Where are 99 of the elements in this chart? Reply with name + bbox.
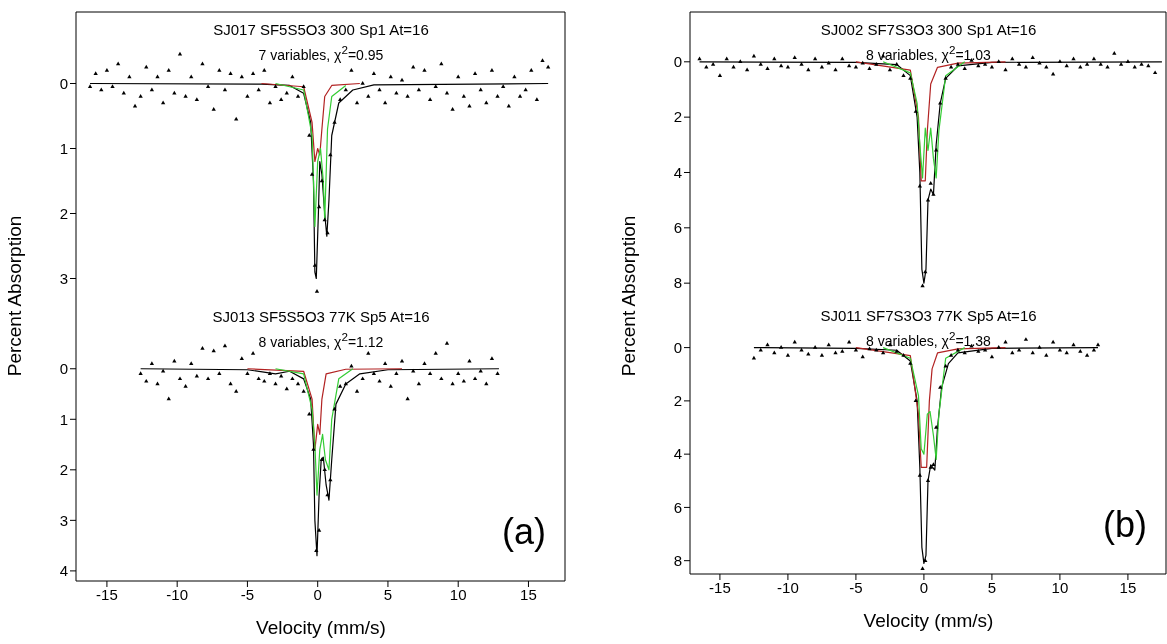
annotation: (b) — [1103, 504, 1147, 546]
line-series — [89, 82, 549, 280]
x-tick-label: -5 — [849, 578, 863, 596]
point — [1095, 342, 1101, 347]
x-tick-label: 0 — [919, 578, 929, 596]
text: 8 variables, χ$^{2}$=1.03 — [865, 42, 992, 65]
y-tick-label: 4 — [59, 562, 68, 580]
x-tick-label: 5 — [383, 585, 393, 603]
point — [1084, 353, 1090, 357]
point — [1071, 342, 1076, 347]
point — [806, 351, 811, 356]
point — [976, 349, 981, 353]
y-tick-label: 2 — [59, 204, 68, 222]
text: SJ002 SF7S3O3 300 Sp1 At=16 — [819, 20, 1038, 40]
x-axis-title: Velocity (mm/s) — [862, 610, 995, 632]
point — [1003, 339, 1008, 344]
point — [1023, 337, 1029, 341]
x-tick-label: -10 — [166, 585, 189, 603]
point — [989, 354, 995, 359]
x-tick-label: -5 — [240, 585, 255, 603]
y-tick-label: 3 — [59, 511, 68, 529]
line-series — [882, 61, 966, 179]
y-tick-label: 0 — [673, 338, 682, 356]
point — [920, 566, 925, 570]
text: SJ011 SF7S3O3 77K Sp5 At=16 — [819, 306, 1038, 326]
point — [880, 350, 886, 355]
point — [812, 345, 818, 349]
point — [923, 558, 928, 562]
point — [948, 353, 954, 357]
point — [955, 347, 961, 352]
y-tick-label: 0 — [59, 360, 68, 378]
point — [799, 347, 804, 352]
point — [833, 350, 838, 355]
y-tick-label: 0 — [59, 74, 68, 92]
y-tick-label: 2 — [673, 392, 682, 410]
point — [1044, 353, 1049, 357]
point — [1037, 345, 1042, 349]
point — [792, 339, 797, 344]
point — [938, 385, 943, 389]
text: 7 variables, χ$^{2}$=0.95 — [257, 42, 385, 65]
point — [1050, 339, 1056, 344]
x-tick-label: 10 — [449, 585, 467, 603]
x-axis-title: Velocity (mm/s) — [255, 617, 387, 639]
x-tick-label: 15 — [1119, 578, 1137, 596]
y-tick-label: 6 — [673, 219, 682, 237]
point — [1016, 347, 1022, 352]
point — [840, 349, 845, 353]
y-tick-label: 2 — [673, 108, 682, 126]
point — [765, 342, 770, 347]
y-tick-label: 4 — [673, 445, 682, 463]
point — [853, 347, 859, 352]
y-tick-label: 0 — [673, 53, 682, 71]
x-tick-label: -10 — [777, 578, 799, 596]
x-tick-label: 5 — [987, 578, 997, 596]
point — [751, 355, 757, 360]
point — [931, 462, 936, 467]
y-tick-label: 4 — [673, 163, 682, 181]
line-series — [855, 61, 1007, 182]
annotation: (a) — [502, 511, 546, 553]
line-series — [140, 368, 500, 557]
y-tick-label: 1 — [59, 410, 68, 428]
x-tick-label: -15 — [96, 585, 118, 603]
point — [982, 347, 988, 352]
point — [758, 347, 763, 352]
point — [874, 347, 879, 352]
x-tick-label: 0 — [313, 585, 322, 603]
point — [917, 472, 922, 477]
line-series — [882, 347, 966, 461]
point — [846, 339, 852, 344]
line-series — [274, 82, 347, 228]
y-tick-label: 3 — [59, 269, 68, 287]
y-tick-label: 8 — [673, 552, 682, 570]
point — [1078, 349, 1083, 353]
y-tick-label: 2 — [59, 461, 68, 479]
text: SJ017 SF5S5O3 300 Sp1 At=16 — [212, 20, 430, 40]
point — [894, 349, 899, 353]
point — [996, 345, 1001, 349]
text: 8 variables, χ$^{2}$=1.38 — [865, 328, 992, 351]
point — [778, 345, 784, 349]
point — [785, 353, 791, 357]
y-axis-title: Percent Absorption — [618, 215, 640, 377]
y-axis-title: Percent Absorption — [4, 215, 26, 377]
x-tick-label: 10 — [1051, 578, 1069, 596]
point — [1057, 347, 1063, 352]
x-tick-label: -15 — [709, 578, 731, 596]
point — [925, 478, 931, 483]
text: 8 variables, χ$^{2}$=1.12 — [257, 329, 385, 352]
point — [1091, 347, 1097, 352]
y-tick-label: 1 — [59, 139, 68, 157]
point — [819, 353, 825, 357]
point — [908, 361, 913, 365]
point — [901, 353, 906, 357]
point — [934, 425, 939, 429]
point — [867, 346, 872, 351]
y-tick-label: 8 — [673, 274, 682, 292]
y-tick-label: 6 — [673, 498, 682, 516]
text: SJ013 SF5S5O3 77K Sp5 At=16 — [211, 307, 431, 327]
x-tick-label: 15 — [520, 585, 537, 603]
line-series — [855, 347, 1007, 469]
